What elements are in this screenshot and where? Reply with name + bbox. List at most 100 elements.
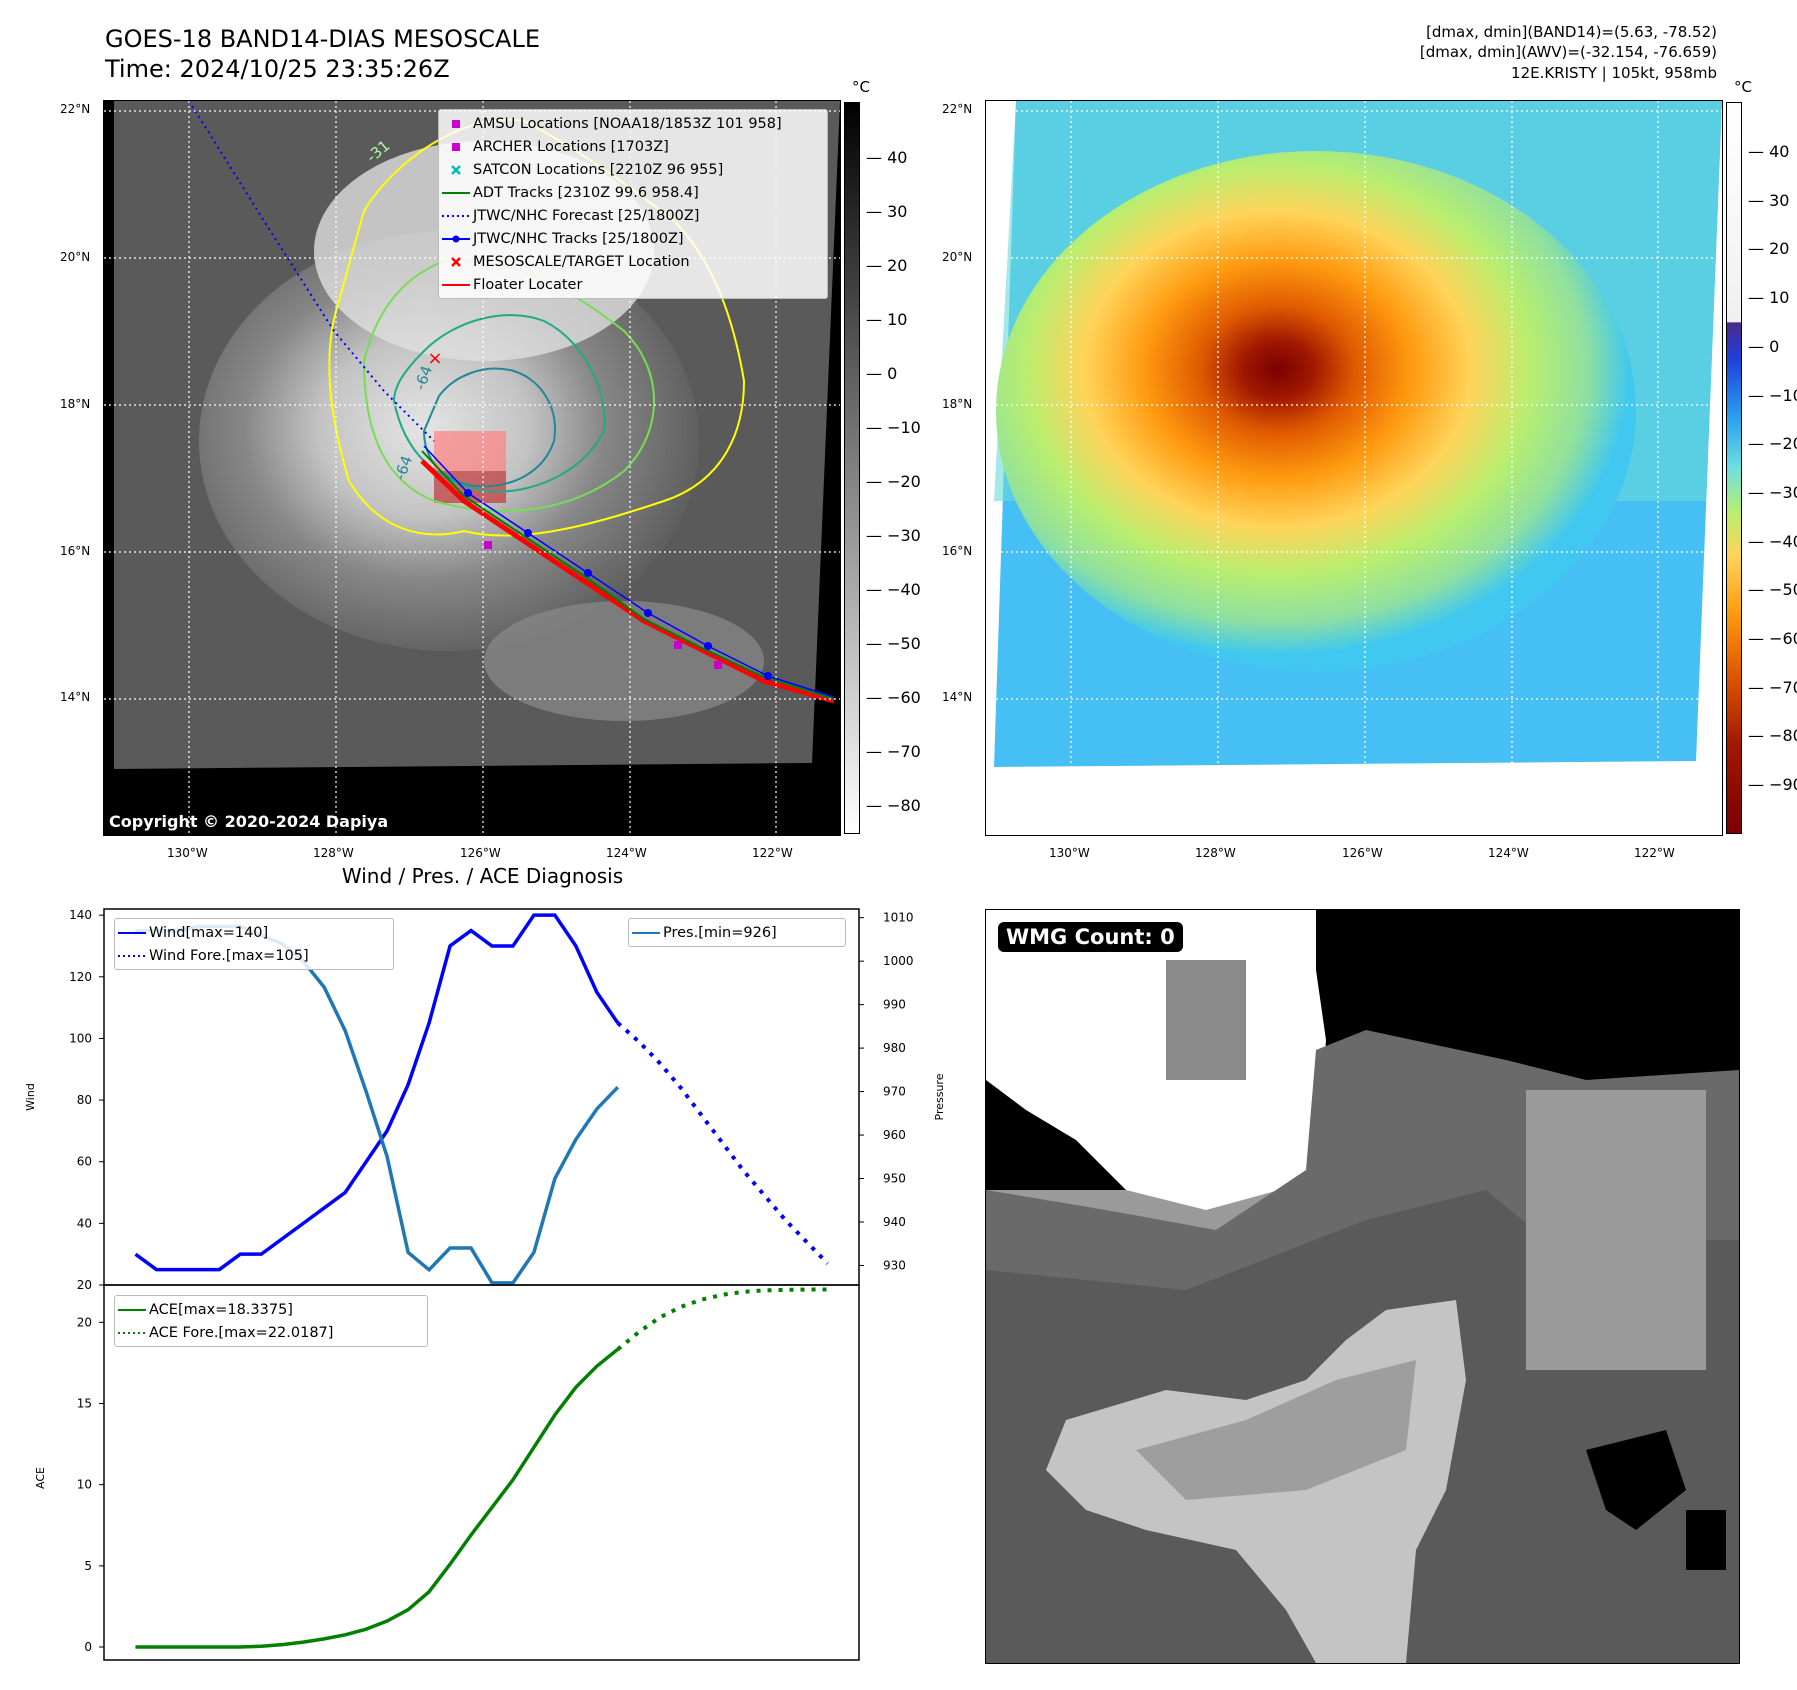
legend-entry: ADT Tracks [2310Z 99.6 958.4]	[439, 181, 827, 204]
lon-label: 124°W	[1488, 846, 1529, 860]
legend-symbol-icon	[115, 949, 149, 963]
colorbar-tick: — −80	[866, 796, 921, 815]
diagnosis-chart: 2040608010012014093094095096097098099010…	[24, 908, 946, 1661]
lon-label: 126°W	[1342, 846, 1383, 860]
legend-entry: JTWC/NHC Forecast [25/1800Z]	[439, 204, 827, 227]
wmg-panel: WMG Count: 0	[985, 909, 1740, 1664]
colorbar-tick: — 20	[1748, 239, 1790, 259]
lat-label: 16°N	[942, 544, 973, 558]
y2-tick-label: 980	[883, 1041, 906, 1055]
lon-label: 122°W	[1634, 846, 1675, 860]
ace-plot-frame	[103, 1284, 860, 1661]
legend-label: Wind Fore.[max=105]	[149, 947, 309, 964]
legend-label: Pres.[min=926]	[663, 924, 777, 941]
y2-tick-label: 930	[883, 1258, 906, 1272]
y-tick-label: 5	[84, 1559, 92, 1573]
y2-tick-label: 950	[883, 1172, 906, 1186]
wmg-image	[986, 910, 1739, 1663]
colorbar-tick: — −20	[1748, 434, 1797, 454]
colorbar-tick: — −20	[866, 472, 921, 491]
colorbar-tick: — −10	[866, 418, 921, 437]
color-colorbar	[1726, 102, 1742, 834]
wmg-count-badge: WMG Count: 0	[998, 922, 1183, 952]
lat-label: 20°N	[942, 250, 973, 264]
diagnosis-title: Wind / Pres. / ACE Diagnosis	[341, 864, 624, 888]
legend-label: SATCON Locations [2210Z 96 955]	[473, 161, 724, 178]
legend-symbol-icon	[439, 163, 473, 177]
colorbar-tick: — 0	[866, 364, 898, 383]
lon-label: 126°W	[460, 846, 501, 860]
legend-label: JTWC/NHC Forecast [25/1800Z]	[473, 207, 700, 224]
colorbar-tick: — −70	[1748, 677, 1797, 697]
colorbar-tick: — 30	[866, 202, 908, 221]
legend-symbol-icon	[439, 278, 473, 292]
legend-label: ACE[max=18.3375]	[149, 1301, 293, 1318]
info-line-2: [dmax, dmin](AWV)=(-32.154, -76.659)	[1419, 43, 1717, 61]
lat-label: 16°N	[60, 544, 91, 558]
legend-entry: Wind[max=140]	[115, 921, 393, 944]
colorbar-tick: — −90	[1748, 775, 1797, 795]
ace-series-line-1	[616, 1287, 828, 1351]
legend-symbol-icon	[439, 255, 473, 269]
y2-tick-label: 940	[883, 1215, 906, 1229]
legend-symbol-icon	[439, 117, 473, 131]
lat-label: 18°N	[942, 397, 973, 411]
legend-symbol-icon	[439, 209, 473, 223]
legend-label: Wind[max=140]	[149, 924, 269, 941]
lon-label: 128°W	[1195, 846, 1236, 860]
colorbar-tick: — 0	[1748, 336, 1780, 356]
copyright-text: Copyright © 2020-2024 Dapiya	[109, 812, 389, 831]
y-tick-label: 40	[77, 1216, 92, 1230]
ace-series-line-0	[135, 1347, 619, 1649]
colorbar-tick: — −10	[1748, 385, 1797, 405]
colorbar-tick: — −50	[1748, 580, 1797, 600]
y2-tick-label: 1010	[883, 911, 914, 925]
legend-label: Floater Locater	[473, 276, 583, 293]
gray-colorbar	[844, 102, 860, 834]
legend-symbol-icon	[439, 140, 473, 154]
y-tick-label: 0	[84, 1640, 92, 1654]
legend-entry: ACE Fore.[max=22.0187]	[115, 1321, 427, 1344]
ace-legend: ACE[max=18.3375] ACE Fore.[max=22.0187]	[114, 1295, 428, 1347]
legend-symbol-icon	[115, 1303, 149, 1317]
legend-entry: AMSU Locations [NOAA18/1853Z 101 958]	[439, 112, 827, 135]
legend-symbol-icon	[439, 232, 473, 246]
colorbar-tick: — −60	[1748, 629, 1797, 648]
legend-symbol-icon	[439, 186, 473, 200]
legend-symbol-icon	[629, 926, 663, 940]
legend-label: ACE Fore.[max=22.0187]	[149, 1324, 334, 1341]
chart-title: GOES-18 BAND14-DIAS MESOSCALE	[105, 25, 541, 53]
colorbar-tick: — 40	[1748, 142, 1790, 161]
awv-map-panel	[985, 100, 1723, 836]
series-line-2	[135, 924, 620, 1285]
legend-entry: ACE[max=18.3375]	[115, 1298, 427, 1321]
awv-map-image	[986, 101, 1722, 835]
legend-entry: Wind Fore.[max=105]	[115, 944, 393, 967]
legend-label: MESOSCALE/TARGET Location	[473, 253, 690, 270]
chart-time: Time: 2024/10/25 23:35:26Z	[105, 55, 450, 83]
legend-label: ADT Tracks [2310Z 99.6 958.4]	[473, 184, 699, 201]
legend-entry: SATCON Locations [2210Z 96 955]	[439, 158, 827, 181]
lat-label: 20°N	[60, 250, 91, 264]
colorbar-unit: °C	[1734, 78, 1752, 96]
colorbar-tick: — −40	[1748, 531, 1797, 551]
colorbar-tick: — −40	[866, 580, 921, 599]
lat-label: 18°N	[60, 397, 91, 411]
colorbar-tick: — 20	[866, 256, 908, 275]
y-tick-label: 10	[77, 1478, 92, 1492]
lon-label: 122°W	[752, 846, 793, 860]
colorbar-tick: — 10	[1748, 288, 1790, 308]
ir-map-panel: × -31 -64 -64 Copyright © 2020-2024 Dapi…	[103, 100, 841, 836]
y-tick-label: 15	[77, 1397, 92, 1411]
y2-tick-label: 1000	[883, 954, 914, 968]
map-legend: AMSU Locations [NOAA18/1853Z 101 958] ARC…	[438, 109, 828, 299]
legend-label: ARCHER Locations [1703Z]	[473, 138, 669, 155]
y-tick-label: 100	[69, 1031, 92, 1045]
y2-tick-label: 970	[883, 1085, 906, 1099]
colorbar-tick: — −70	[866, 742, 921, 761]
colorbar-tick: — −60	[866, 688, 921, 707]
legend-symbol-icon	[115, 1326, 149, 1340]
legend-entry: MESOSCALE/TARGET Location	[439, 250, 827, 273]
y2-tick-label: 990	[883, 998, 906, 1012]
series-line-1	[616, 1021, 829, 1265]
